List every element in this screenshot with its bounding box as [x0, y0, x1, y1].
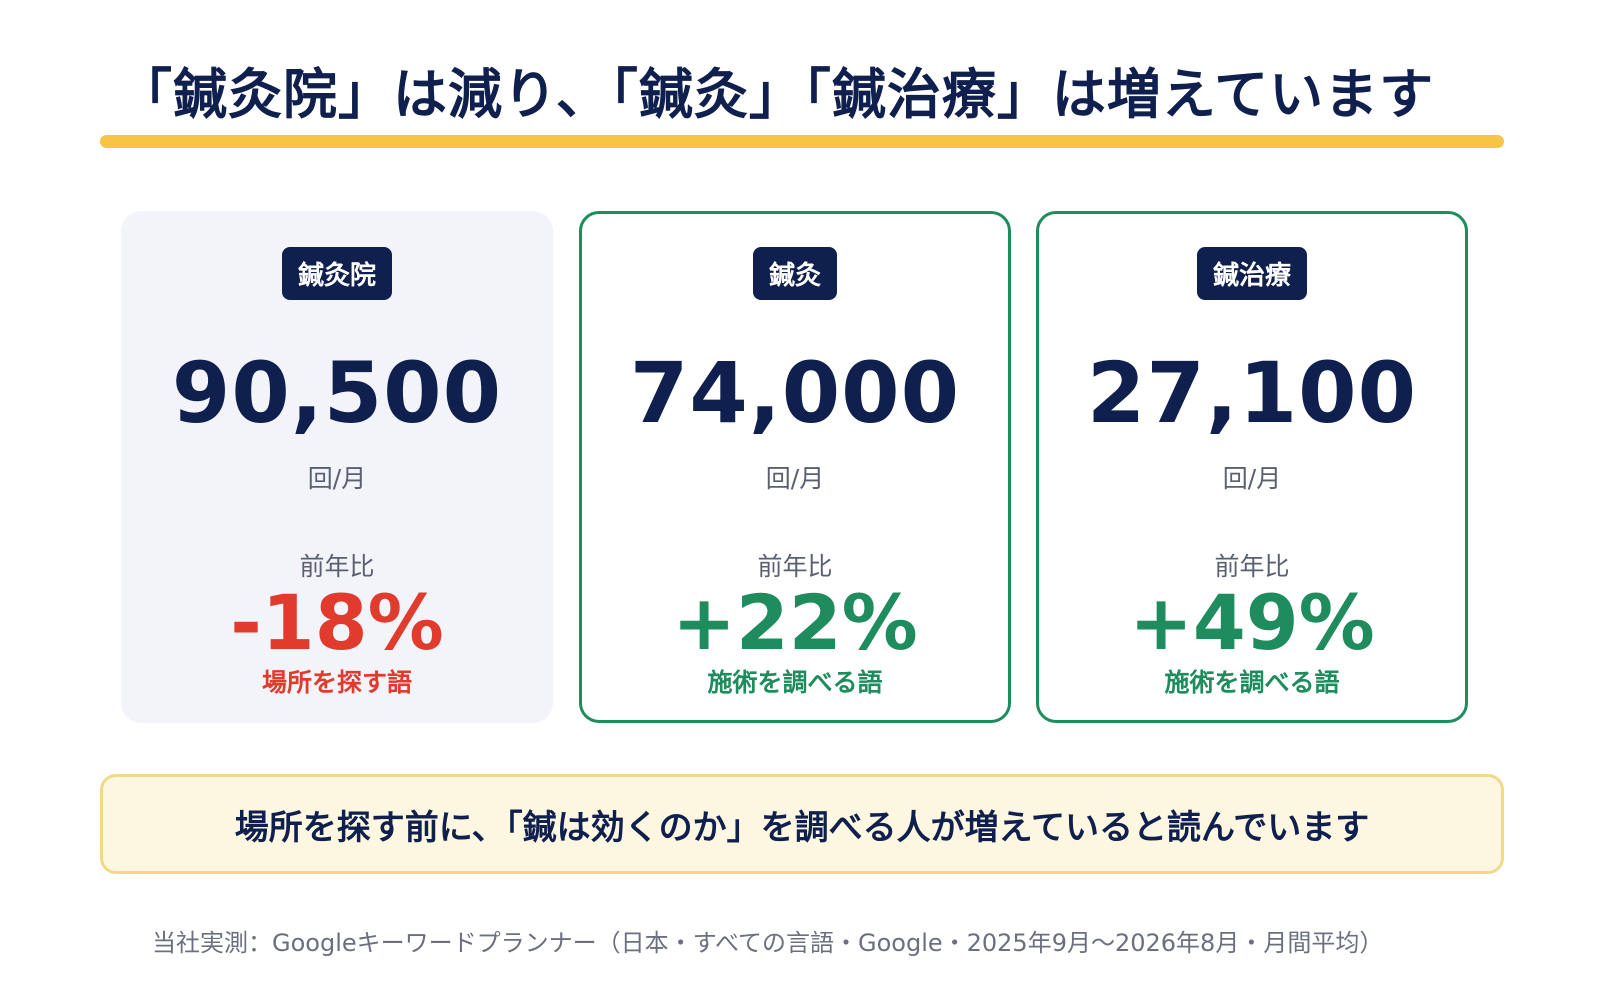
- keyword-badge: 鍼治療: [1196, 247, 1308, 300]
- yoy-label: 前年比: [299, 552, 375, 581]
- monthly-searches-unit: 回/月: [765, 464, 825, 493]
- insight-callout: 場所を探す前に、「鍼は効くのか」を調べる人が増えていると読んでいます: [100, 774, 1504, 874]
- keyword-card-harichiryo: 鍼治療 27,100 回/月 前年比 +49% 施術を調べる語: [1036, 211, 1468, 723]
- insight-callout-text: 場所を探す前に、「鍼は効くのか」を調べる人が増えていると読んでいます: [234, 807, 1370, 848]
- intent-caption: 施術を調べる語: [707, 668, 883, 697]
- yoy-change-value: +22%: [672, 578, 918, 667]
- monthly-searches-value: 90,500: [171, 344, 503, 442]
- monthly-searches-unit: 回/月: [1222, 464, 1282, 493]
- intent-caption: 施術を調べる語: [1164, 668, 1340, 697]
- source-note: 当社実測：Googleキーワードプランナー（日本・すべての言語・Google・2…: [152, 929, 1384, 957]
- yoy-label: 前年比: [757, 552, 833, 581]
- title-underline: [100, 135, 1504, 148]
- keyword-card-shinkyu: 鍼灸 74,000 回/月 前年比 +22% 施術を調べる語: [579, 211, 1011, 723]
- keyword-badge: 鍼灸: [752, 247, 838, 300]
- yoy-label: 前年比: [1214, 552, 1290, 581]
- intent-caption: 場所を探す語: [261, 668, 412, 697]
- monthly-searches-value: 27,100: [1086, 344, 1418, 442]
- monthly-searches-value: 74,000: [629, 344, 961, 442]
- page-title: 「鍼灸院」は減り、「鍼灸」「鍼治療」は増えています: [118, 63, 1435, 126]
- yoy-change-value: -18%: [230, 578, 444, 667]
- monthly-searches-unit: 回/月: [307, 464, 367, 493]
- keyword-badge: 鍼灸院: [281, 247, 393, 300]
- yoy-change-value: +49%: [1129, 578, 1375, 667]
- keyword-card-shinkyuin: 鍼灸院 90,500 回/月 前年比 -18% 場所を探す語: [121, 211, 553, 723]
